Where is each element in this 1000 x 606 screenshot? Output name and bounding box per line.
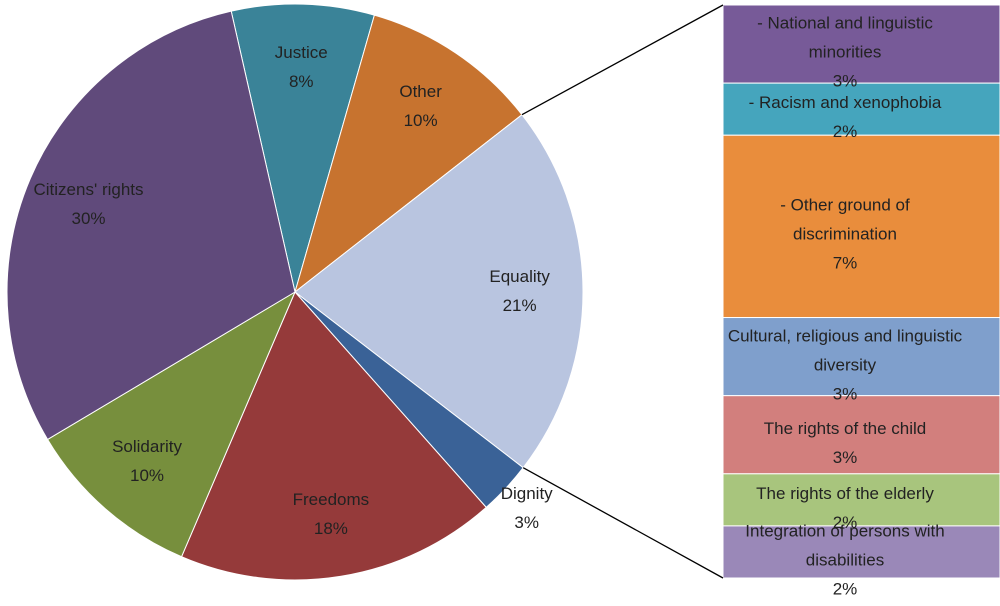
- label-value: 7%: [832, 253, 858, 273]
- label-value: 2%: [832, 122, 858, 142]
- label-name: The rights of the child: [763, 418, 927, 438]
- pie-slice: [180, 291, 487, 581]
- data-label: Freedoms 18%: [293, 485, 370, 543]
- label-name: Cultural, religious and linguistic diver…: [727, 326, 963, 375]
- data-label: Justice 8%: [275, 38, 328, 96]
- pie-slice: [294, 113, 584, 469]
- pie-slice: [230, 3, 376, 293]
- label-name: Freedoms: [292, 489, 370, 509]
- label-name: Integration of persons with disabilities: [745, 521, 945, 570]
- pie-slice: [46, 290, 297, 558]
- label-value: 8%: [288, 72, 314, 92]
- label-value: 3%: [514, 513, 539, 533]
- label-value: 21%: [502, 296, 537, 316]
- label-name: Citizens' rights: [33, 179, 144, 199]
- bar-segment: [722, 395, 1000, 475]
- label-value: 30%: [71, 208, 106, 228]
- data-label: Citizens' rights 30%: [34, 175, 144, 233]
- label-name: The rights of the elderly: [756, 483, 934, 503]
- data-label: Other 10%: [399, 77, 442, 135]
- data-label: - National and linguistic minorities 3%: [728, 9, 963, 96]
- label-value: 3%: [832, 384, 858, 404]
- label-value: 10%: [403, 110, 438, 130]
- data-label: - Other ground of discrimination 7%: [728, 191, 963, 278]
- label-value: 2%: [832, 579, 858, 599]
- bar-segment: [722, 525, 1000, 579]
- label-value: 18%: [313, 518, 348, 538]
- label-name: Dignity: [500, 484, 553, 504]
- data-label: - Racism and xenophobia 2%: [728, 88, 963, 146]
- data-label: The rights of the child 3%: [728, 414, 963, 472]
- label-value: 10%: [130, 466, 165, 486]
- connector-line: [522, 467, 724, 579]
- bar-segment: [722, 82, 1000, 136]
- label-name: - Other ground of discrimination: [780, 195, 910, 244]
- label-name: Solidarity: [112, 437, 182, 457]
- data-label: Solidarity 10%: [112, 432, 182, 490]
- label-name: - National and linguistic minorities: [757, 13, 933, 62]
- bar-segment: [722, 134, 1000, 319]
- label-name: - Racism and xenophobia: [748, 93, 942, 113]
- data-label: Integration of persons with disabilities…: [728, 516, 963, 603]
- label-value: 2%: [832, 512, 858, 532]
- label-name: Other: [399, 81, 442, 101]
- data-label: The rights of the elderly 2%: [728, 479, 963, 537]
- bar-segment: [722, 473, 1000, 527]
- label-value: 3%: [832, 71, 858, 91]
- label-name: Justice: [274, 43, 328, 63]
- data-label: Cultural, religious and linguistic diver…: [728, 321, 963, 408]
- label-value: 3%: [832, 447, 858, 467]
- bar-segment: [722, 4, 1000, 84]
- data-label: Dignity 3%: [501, 479, 553, 537]
- connector-line: [521, 4, 724, 116]
- data-label: Equality 21%: [489, 262, 549, 320]
- pie-slice: [6, 10, 296, 441]
- pie-slice: [294, 14, 523, 294]
- label-name: Equality: [489, 267, 550, 287]
